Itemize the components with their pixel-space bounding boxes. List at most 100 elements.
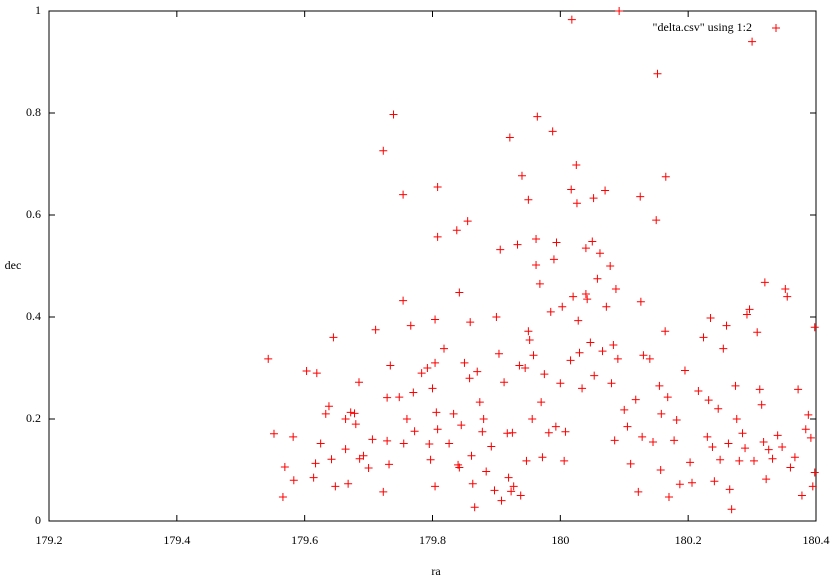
point [311, 459, 320, 468]
point [610, 436, 619, 445]
point [354, 378, 363, 387]
point [790, 453, 799, 462]
point [364, 463, 373, 472]
point [586, 338, 595, 347]
point [732, 415, 741, 423]
point [467, 451, 476, 460]
point [773, 431, 782, 440]
point [497, 496, 506, 505]
point [386, 361, 395, 370]
point [725, 485, 734, 494]
point [538, 453, 547, 462]
x-tick-label: 179.8 [419, 533, 446, 547]
point [578, 384, 587, 393]
point [431, 315, 440, 324]
point [750, 456, 759, 465]
point [324, 402, 333, 411]
point [264, 354, 273, 363]
point [522, 456, 531, 465]
point [455, 288, 464, 297]
point [371, 325, 380, 334]
point [423, 364, 432, 372]
point [575, 348, 584, 357]
point [588, 237, 597, 246]
point [431, 358, 440, 367]
point [589, 194, 598, 203]
point [569, 292, 578, 301]
point [759, 437, 768, 446]
point [492, 313, 501, 321]
point [688, 478, 697, 487]
x-tick-label: 179.2 [36, 533, 63, 547]
point [797, 491, 806, 500]
point [551, 422, 560, 431]
point [433, 425, 442, 434]
point [548, 127, 557, 136]
point [449, 409, 458, 418]
point [368, 435, 377, 444]
point [379, 146, 388, 155]
point [428, 384, 437, 393]
point [738, 429, 747, 438]
point [601, 186, 610, 195]
point [699, 333, 708, 342]
point [321, 409, 330, 418]
point [532, 234, 541, 243]
point [383, 393, 392, 402]
point [537, 398, 546, 407]
point [663, 393, 672, 402]
point [606, 262, 615, 270]
point [615, 7, 624, 15]
point [505, 133, 514, 142]
point [714, 404, 723, 413]
point [566, 356, 575, 365]
point [433, 232, 442, 241]
point [778, 443, 787, 452]
point [344, 479, 353, 488]
point [329, 333, 338, 342]
point [716, 455, 725, 464]
point [399, 439, 408, 448]
point [634, 487, 643, 496]
point [302, 367, 311, 376]
point [494, 349, 503, 358]
point [609, 341, 618, 350]
point [694, 386, 703, 395]
point [583, 295, 592, 304]
point [399, 190, 408, 199]
point [410, 427, 419, 436]
point [638, 432, 647, 441]
point [760, 278, 769, 287]
point [741, 444, 750, 453]
point [735, 456, 744, 465]
point [710, 477, 719, 486]
x-tick-label: 179.4 [163, 533, 190, 547]
point [433, 182, 442, 191]
point [425, 439, 434, 448]
point [445, 439, 454, 448]
point [312, 369, 321, 378]
point [664, 493, 673, 502]
point [810, 468, 819, 477]
x-tick-label: 180 [551, 533, 569, 547]
point [581, 244, 590, 253]
point [686, 458, 695, 467]
point [327, 455, 336, 464]
legend-marker [772, 24, 780, 32]
point [724, 439, 733, 448]
point [703, 432, 712, 441]
point [470, 503, 479, 512]
legend-label: "delta.csv" using 1:2 [653, 20, 752, 34]
point [399, 296, 408, 305]
point [507, 487, 516, 496]
point [473, 367, 482, 376]
point [722, 321, 731, 330]
point [652, 216, 661, 225]
point [385, 460, 394, 469]
point [593, 274, 602, 283]
point [639, 351, 648, 360]
point [636, 297, 645, 306]
point [675, 480, 684, 489]
point [395, 393, 404, 402]
